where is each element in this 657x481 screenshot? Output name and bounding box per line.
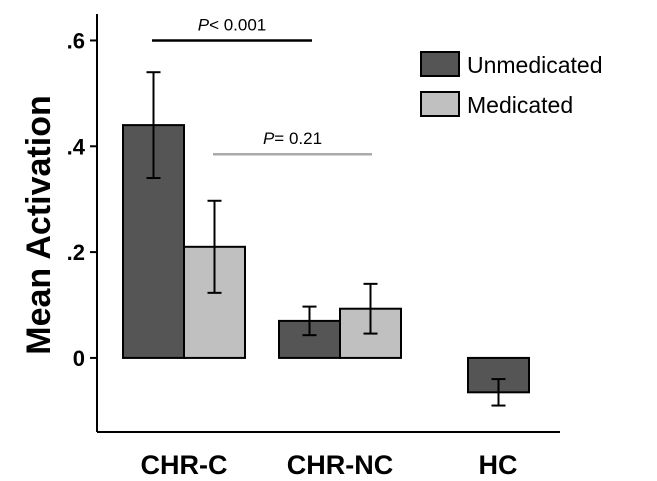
legend-item-medicated: Medicated [420, 91, 573, 118]
error-bar [491, 378, 506, 407]
x-tick-label: CHR-NC [287, 450, 393, 480]
error-bar [363, 282, 378, 335]
x-tick-label: HC [479, 450, 518, 480]
y-axis-title: Mean Activation [20, 95, 58, 354]
legend-label: Unmedicated [467, 52, 603, 78]
p-value-annotation: P= 0.21 [263, 129, 322, 148]
legend-swatch [420, 51, 460, 77]
error-bar [302, 305, 317, 337]
y-tick-label: .6 [67, 28, 85, 53]
p-value-annotation: P< 0.001 [198, 15, 267, 34]
y-tick-label: 0 [73, 346, 85, 371]
y-tick-label: .2 [67, 240, 85, 265]
legend-swatch [420, 91, 460, 117]
error-bar [207, 199, 222, 294]
legend-label: Medicated [467, 92, 573, 118]
legend-item-unmedicated: Unmedicated [420, 51, 603, 78]
error-bar [146, 71, 161, 180]
y-tick-label: .4 [67, 134, 86, 159]
x-tick-label: CHR-C [141, 450, 228, 480]
